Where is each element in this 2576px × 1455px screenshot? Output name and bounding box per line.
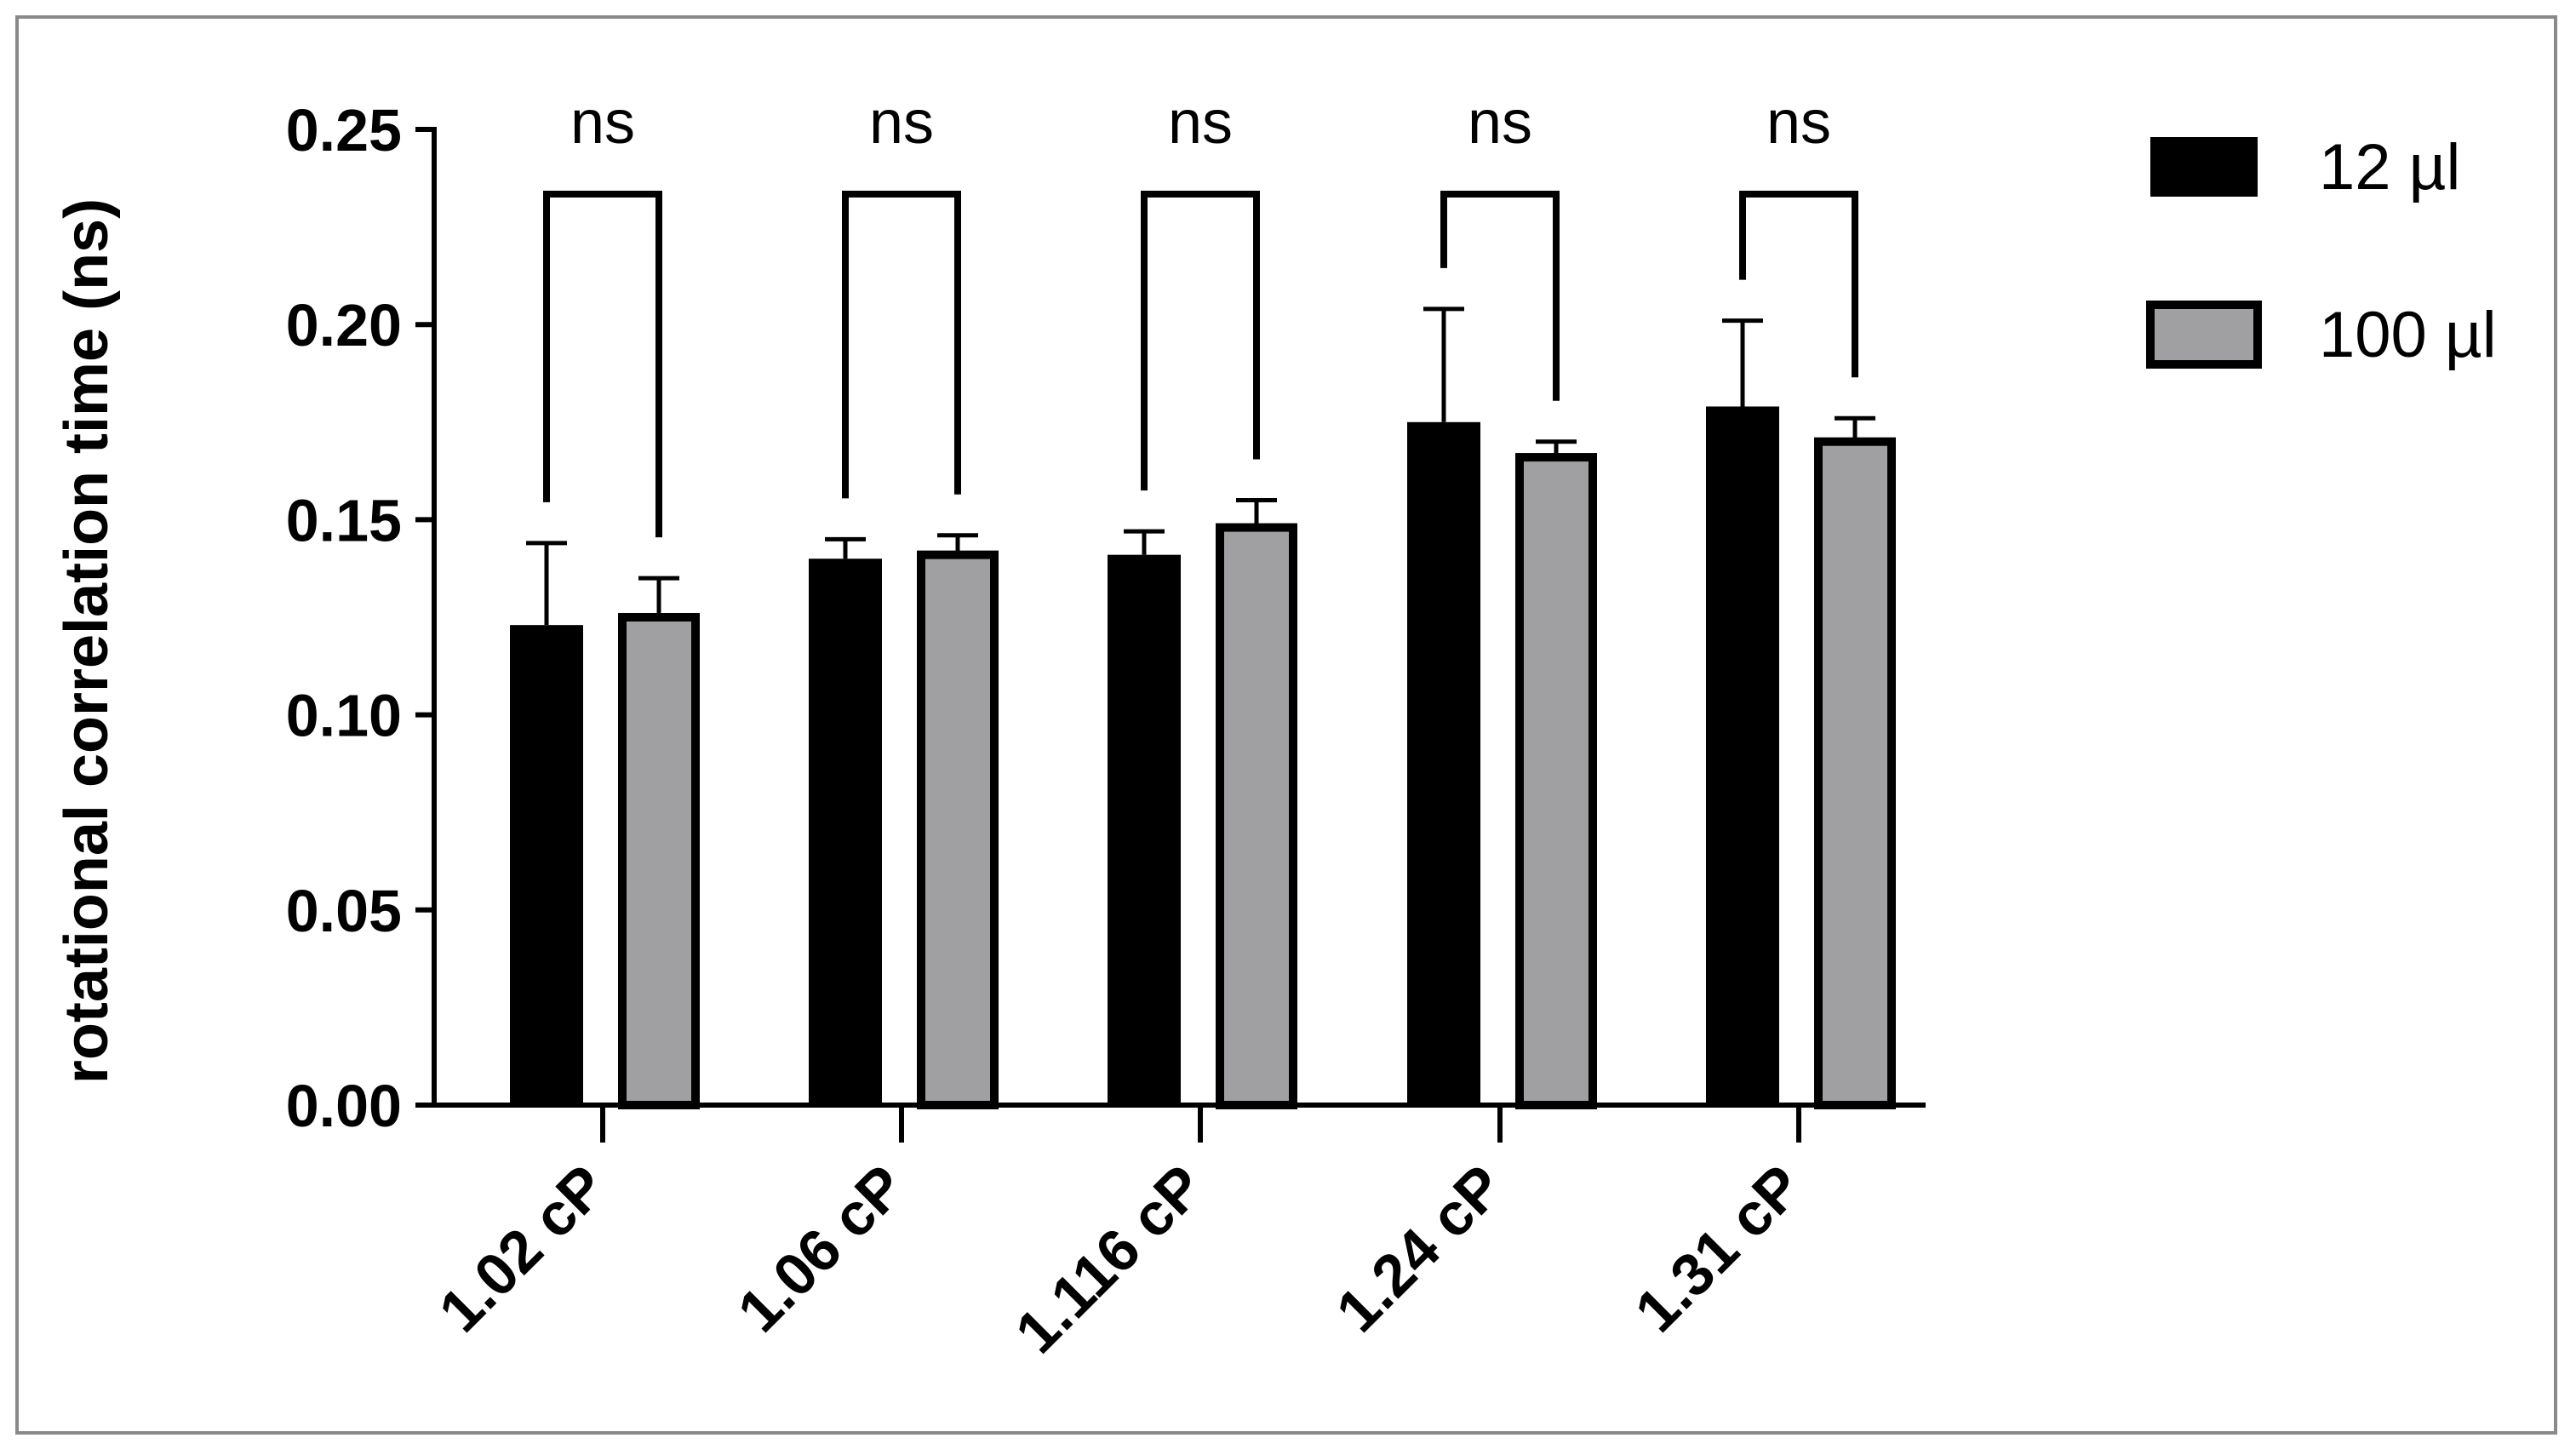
y-tick-label: 0.05 — [286, 878, 402, 944]
y-tick-label: 0.20 — [286, 292, 402, 358]
x-tick-label: 1.24 cP — [1324, 1152, 1516, 1344]
significance-label: ns — [869, 89, 934, 157]
bar — [1108, 554, 1181, 1105]
x-tick-label: 1.06 cP — [725, 1152, 918, 1344]
y-tick-label: 0.10 — [286, 683, 402, 749]
significance-brackets: ns ns ns ns ns — [543, 89, 1858, 538]
significance-bracket — [1739, 191, 1858, 378]
bar — [1407, 421, 1480, 1105]
x-tick-label: 1.31 cP — [1623, 1152, 1815, 1344]
significance-label: ns — [1168, 89, 1233, 157]
significance-bracket — [543, 191, 662, 538]
legend: 12 µl 100 µl — [2146, 131, 2497, 371]
significance-label: ns — [570, 89, 635, 157]
x-tick-label: 1.02 cP — [426, 1152, 619, 1344]
y-tick-label: 0.15 — [286, 487, 402, 553]
y-tick-label: 0.00 — [286, 1073, 402, 1139]
bar — [1814, 437, 1896, 1109]
significance-bracket — [1141, 191, 1260, 491]
legend-swatch — [2150, 137, 2258, 197]
legend-label: 12 µl — [2319, 131, 2460, 203]
significance-label: ns — [1766, 89, 1831, 157]
bar — [1515, 453, 1597, 1109]
legend-label: 100 µl — [2319, 299, 2497, 371]
legend-swatch — [2146, 301, 2262, 369]
x-tick-label: 1.116 cP — [1003, 1152, 1216, 1366]
significance-label: ns — [1468, 89, 1532, 157]
y-tick-label: 0.25 — [286, 97, 402, 163]
bar — [618, 613, 700, 1109]
y-axis-label: rotational correlation time (ns) — [53, 198, 121, 1084]
significance-bracket — [842, 191, 961, 499]
bar — [1216, 523, 1297, 1109]
significance-bracket — [1440, 191, 1560, 401]
bar — [917, 550, 999, 1109]
bar — [809, 559, 882, 1105]
bars — [510, 306, 1896, 1109]
bar — [1706, 406, 1779, 1105]
bar — [510, 625, 583, 1105]
